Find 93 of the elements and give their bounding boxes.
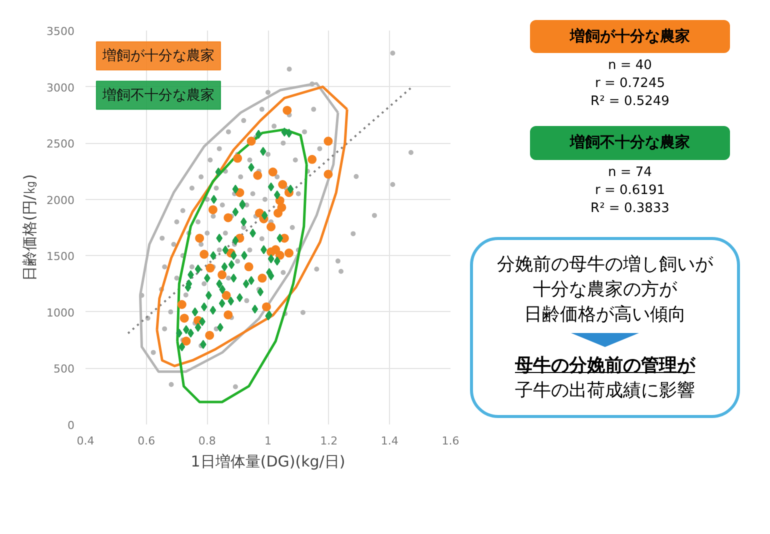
x-tick-label: 1: [264, 434, 272, 448]
point: [286, 128, 292, 138]
text: 増飼不十分な農家: [101, 86, 214, 104]
point: [205, 330, 214, 340]
y-tick-label: 3000: [46, 81, 75, 94]
point: [224, 310, 233, 320]
point: [262, 302, 271, 312]
y-tick-label: 500: [54, 362, 75, 376]
text: 十分な農家の方が: [532, 278, 678, 302]
text: r = 0.6191: [594, 182, 666, 200]
text: R² = 0.5249: [590, 93, 670, 112]
point: [246, 136, 256, 146]
point: [274, 190, 280, 200]
point: [244, 262, 254, 272]
x-axis-title: 1日増体量(DG)(kg/日): [190, 452, 346, 470]
y-tick-label: 2500: [46, 138, 75, 151]
point: [194, 264, 202, 274]
y-tick-label: 0: [68, 419, 74, 432]
point: [281, 128, 288, 137]
point: [268, 182, 274, 192]
point: [200, 250, 209, 259]
point: [324, 136, 333, 146]
y-axis-title: 日齢価格(円/㎏): [20, 174, 39, 281]
x-tick-label: 0.8: [198, 434, 216, 448]
x-tick-label: 1.4: [380, 434, 398, 448]
point: [192, 307, 198, 316]
point: [308, 154, 317, 164]
x-tick-label: 1.6: [442, 434, 460, 448]
point: [284, 248, 294, 258]
point: [230, 274, 237, 283]
point: [221, 262, 228, 272]
point: [228, 296, 234, 306]
point: [182, 336, 191, 346]
text: 増飼が十分な農家: [101, 46, 214, 64]
x-tick-label: 0.6: [138, 434, 156, 448]
point: [222, 290, 231, 300]
point: [194, 322, 202, 332]
point: [278, 180, 288, 189]
point: [258, 274, 267, 283]
point: [287, 184, 294, 194]
point: [177, 300, 186, 309]
point: [255, 130, 262, 139]
point: [324, 170, 333, 179]
point: [222, 246, 229, 255]
point: [232, 184, 239, 194]
text: 増飼不十分な農家: [530, 126, 730, 160]
text: R² = 0.3833: [590, 200, 670, 218]
point: [275, 250, 284, 260]
point: [233, 154, 242, 163]
point: [195, 234, 204, 243]
point: [218, 270, 227, 280]
point: [178, 342, 186, 352]
point: [242, 279, 250, 288]
point: [274, 208, 283, 218]
point: [260, 146, 266, 156]
point: [268, 168, 278, 176]
point: [232, 236, 239, 246]
point: [208, 205, 218, 214]
point: [210, 306, 216, 315]
text: 分娩前の母牛の増し飼いが: [496, 252, 714, 277]
point: [218, 298, 226, 308]
point: [210, 194, 218, 204]
point: [224, 213, 233, 222]
point: [252, 304, 258, 314]
point: [230, 250, 237, 260]
point: [206, 264, 215, 273]
text: 子牛の出荷成績に影響: [514, 378, 696, 403]
point: [282, 106, 292, 115]
y-tick-label: 1500: [46, 250, 75, 264]
text: 増飼が十分な農家: [530, 20, 730, 54]
point: [215, 168, 222, 176]
point: [200, 302, 208, 312]
point: [261, 210, 268, 220]
text: r = 0.7245: [594, 75, 666, 94]
text: 母牛の分娩前の管理が: [515, 354, 695, 376]
point: [276, 234, 284, 243]
x-tick-label: 1.2: [320, 434, 338, 448]
text: n = 74: [607, 164, 653, 182]
y-tick-label: 3500: [46, 25, 75, 38]
y-tick-label: 1000: [46, 306, 75, 320]
point: [274, 256, 280, 266]
point: [232, 207, 239, 216]
text: 日齢価格が高い傾向: [523, 302, 687, 327]
text: n = 40: [607, 57, 653, 76]
point: [257, 287, 264, 296]
x-tick-label: 0.4: [76, 434, 94, 448]
point: [180, 314, 189, 323]
point: [228, 260, 235, 270]
point: [219, 284, 226, 294]
point: [266, 222, 276, 232]
y-tick-label: 2000: [46, 194, 75, 207]
point: [253, 170, 262, 180]
point: [268, 254, 274, 264]
